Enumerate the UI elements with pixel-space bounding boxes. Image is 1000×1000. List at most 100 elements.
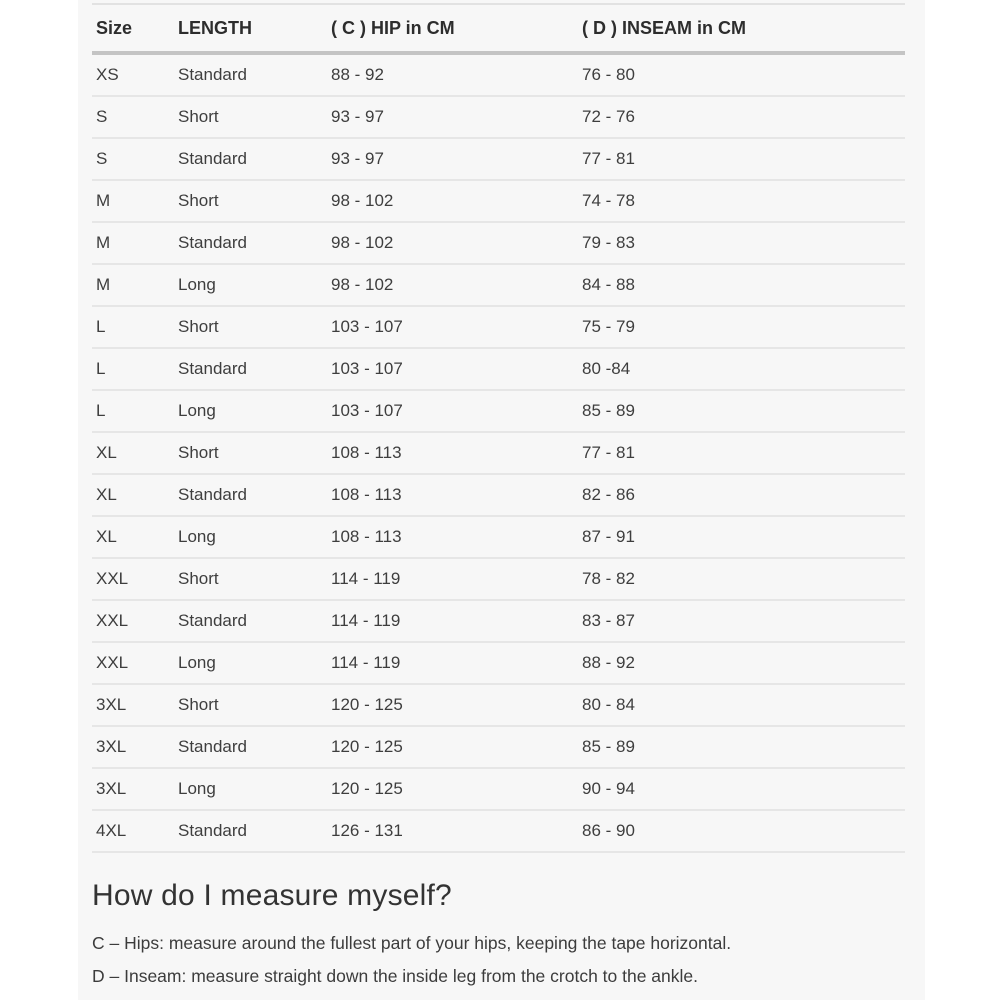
table-cell-hip: 120 - 125 xyxy=(331,726,582,769)
table-cell-hip: 114 - 119 xyxy=(331,600,582,643)
table-row: S Standard 93 - 97 77 - 81 xyxy=(92,138,905,181)
table-row: 3XL Short 120 - 125 80 - 84 xyxy=(92,684,905,727)
table-cell-size: M xyxy=(92,222,178,265)
table-cell-length: Long xyxy=(178,390,331,433)
table-cell-inseam: 88 - 92 xyxy=(582,642,905,685)
table-cell-size: M xyxy=(92,264,178,307)
table-cell-inseam: 76 - 80 xyxy=(582,53,905,97)
table-row: XL Short 108 - 113 77 - 81 xyxy=(92,432,905,475)
table-cell-size: 4XL xyxy=(92,810,178,853)
table-cell-hip: 98 - 102 xyxy=(331,222,582,265)
col-header-hip: ( C ) HIP in CM xyxy=(331,4,582,55)
table-cell-hip: 98 - 102 xyxy=(331,180,582,223)
table-cell-size: XXL xyxy=(92,558,178,601)
table-cell-length: Long xyxy=(178,768,331,811)
table-cell-length: Standard xyxy=(178,348,331,391)
table-cell-size: XS xyxy=(92,53,178,97)
table-cell-inseam: 77 - 81 xyxy=(582,138,905,181)
table-cell-inseam: 82 - 86 xyxy=(582,474,905,517)
measure-heading: How do I measure myself? xyxy=(92,879,452,912)
table-cell-length: Standard xyxy=(178,600,331,643)
table-header-row: Size LENGTH ( C ) HIP in CM ( D ) INSEAM… xyxy=(92,4,905,55)
table-row: M Standard 98 - 102 79 - 83 xyxy=(92,222,905,265)
table-cell-inseam: 80 -84 xyxy=(582,348,905,391)
table-cell-size: XXL xyxy=(92,642,178,685)
table-cell-length: Long xyxy=(178,516,331,559)
table-cell-hip: 103 - 107 xyxy=(331,390,582,433)
table-row: M Long 98 - 102 84 - 88 xyxy=(92,264,905,307)
table-cell-size: 3XL xyxy=(92,726,178,769)
table-cell-length: Long xyxy=(178,642,331,685)
table-row: L Long 103 - 107 85 - 89 xyxy=(92,390,905,433)
table-row: XXL Standard 114 - 119 83 - 87 xyxy=(92,600,905,643)
table-cell-inseam: 85 - 89 xyxy=(582,390,905,433)
table-cell-inseam: 79 - 83 xyxy=(582,222,905,265)
table-cell-size: 3XL xyxy=(92,768,178,811)
table-cell-hip: 108 - 113 xyxy=(331,432,582,475)
size-chart-section: Size LENGTH ( C ) HIP in CM ( D ) INSEAM… xyxy=(78,0,925,1000)
table-cell-length: Short xyxy=(178,306,331,349)
table-row: XL Long 108 - 113 87 - 91 xyxy=(92,516,905,559)
table-row: 3XL Standard 120 - 125 85 - 89 xyxy=(92,726,905,769)
table-cell-inseam: 84 - 88 xyxy=(582,264,905,307)
table-cell-size: M xyxy=(92,180,178,223)
table-cell-inseam: 77 - 81 xyxy=(582,432,905,475)
table-cell-length: Short xyxy=(178,684,331,727)
table-cell-hip: 114 - 119 xyxy=(331,642,582,685)
table-cell-size: XXL xyxy=(92,600,178,643)
table-cell-length: Short xyxy=(178,558,331,601)
table-row: XL Standard 108 - 113 82 - 86 xyxy=(92,474,905,517)
table-row: 3XL Long 120 - 125 90 - 94 xyxy=(92,768,905,811)
table-cell-hip: 93 - 97 xyxy=(331,96,582,139)
table-cell-hip: 120 - 125 xyxy=(331,684,582,727)
table-cell-inseam: 87 - 91 xyxy=(582,516,905,559)
col-header-size: Size xyxy=(92,4,178,55)
table-cell-inseam: 78 - 82 xyxy=(582,558,905,601)
table-row: M Short 98 - 102 74 - 78 xyxy=(92,180,905,223)
table-row: S Short 93 - 97 72 - 76 xyxy=(92,96,905,139)
table-cell-size: 3XL xyxy=(92,684,178,727)
table-cell-hip: 114 - 119 xyxy=(331,558,582,601)
table-cell-size: L xyxy=(92,348,178,391)
table-cell-hip: 108 - 113 xyxy=(331,516,582,559)
table-cell-inseam: 86 - 90 xyxy=(582,810,905,853)
table-cell-hip: 98 - 102 xyxy=(331,264,582,307)
table-cell-length: Standard xyxy=(178,474,331,517)
table-row: L Standard 103 - 107 80 -84 xyxy=(92,348,905,391)
table-row: XXL Long 114 - 119 88 - 92 xyxy=(92,642,905,685)
table-cell-hip: 103 - 107 xyxy=(331,348,582,391)
table-row: XXL Short 114 - 119 78 - 82 xyxy=(92,558,905,601)
table-cell-length: Standard xyxy=(178,810,331,853)
table-cell-length: Short xyxy=(178,432,331,475)
table-cell-hip: 93 - 97 xyxy=(331,138,582,181)
table-row: XS Standard 88 - 92 76 - 80 xyxy=(92,53,905,97)
table-cell-size: L xyxy=(92,306,178,349)
col-header-inseam: ( D ) INSEAM in CM xyxy=(582,4,905,55)
table-row: 4XL Standard 126 - 131 86 - 90 xyxy=(92,810,905,853)
table-cell-size: XL xyxy=(92,432,178,475)
table-cell-inseam: 72 - 76 xyxy=(582,96,905,139)
table-row: L Short 103 - 107 75 - 79 xyxy=(92,306,905,349)
table-cell-inseam: 74 - 78 xyxy=(582,180,905,223)
table-cell-inseam: 80 - 84 xyxy=(582,684,905,727)
table-cell-length: Long xyxy=(178,264,331,307)
table-cell-hip: 103 - 107 xyxy=(331,306,582,349)
table-cell-inseam: 90 - 94 xyxy=(582,768,905,811)
table-cell-length: Short xyxy=(178,96,331,139)
measure-line-hips: C – Hips: measure around the fullest par… xyxy=(92,933,732,953)
table-cell-length: Standard xyxy=(178,53,331,97)
measure-instructions: C – Hips: measure around the fullest par… xyxy=(92,933,925,986)
table-cell-size: S xyxy=(92,138,178,181)
table-cell-hip: 88 - 92 xyxy=(331,53,582,97)
table-cell-hip: 126 - 131 xyxy=(331,810,582,853)
table-cell-inseam: 83 - 87 xyxy=(582,600,905,643)
table-cell-size: S xyxy=(92,96,178,139)
table-cell-size: XL xyxy=(92,516,178,559)
table-cell-inseam: 85 - 89 xyxy=(582,726,905,769)
table-cell-length: Standard xyxy=(178,726,331,769)
table-cell-hip: 120 - 125 xyxy=(331,768,582,811)
size-chart-table: Size LENGTH ( C ) HIP in CM ( D ) INSEAM… xyxy=(92,3,905,853)
table-cell-length: Short xyxy=(178,180,331,223)
table-cell-size: L xyxy=(92,390,178,433)
